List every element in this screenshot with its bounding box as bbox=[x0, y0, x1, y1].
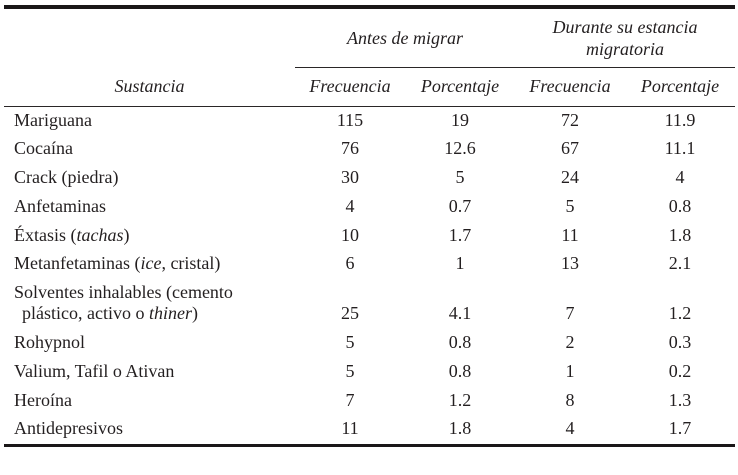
value-cell: 1 bbox=[565, 360, 575, 381]
value-cell: 0.7 bbox=[448, 195, 472, 216]
group-header-antes-de-migrar: Antes de migrar bbox=[295, 9, 515, 68]
table-header: Antes de migrar Durante su estancia migr… bbox=[4, 9, 735, 107]
column-header-row: Sustancia Frecuencia Porcentaje Frecuenc… bbox=[4, 68, 735, 107]
value-cell: 12.6 bbox=[444, 138, 476, 159]
table-row: Rohypnol 5 0.8 2 0.3 bbox=[4, 329, 735, 358]
value-cell: 72 bbox=[561, 109, 579, 130]
table-row: Mariguana 115 19 72 11.9 bbox=[4, 107, 735, 136]
column-header-sustancia: Sustancia bbox=[4, 68, 295, 107]
value-cell: 0.8 bbox=[668, 195, 692, 216]
substance-cell: Rohypnol bbox=[14, 332, 86, 353]
value-cell: 10 bbox=[341, 224, 359, 245]
value-cell: 11.1 bbox=[664, 138, 696, 159]
value-cell: 4.1 bbox=[448, 303, 472, 324]
value-cell: 0.8 bbox=[448, 332, 472, 353]
value-cell: 1.7 bbox=[448, 224, 472, 245]
group-header-durante-estancia: Durante su estancia migratoria bbox=[515, 9, 735, 68]
value-cell: 25 bbox=[341, 303, 359, 324]
value-cell: 76 bbox=[341, 138, 359, 159]
value-cell: 19 bbox=[451, 109, 469, 130]
value-cell: 11 bbox=[341, 418, 359, 439]
value-cell: 2 bbox=[565, 332, 575, 353]
table-body: Mariguana 115 19 72 11.9 Cocaína 76 12.6 67 11.1 C… bbox=[4, 107, 735, 444]
value-cell: 4 bbox=[565, 418, 575, 439]
value-cell: 0.3 bbox=[668, 332, 692, 353]
substance-cell: Valium, Tafil o Ativan bbox=[14, 360, 175, 381]
value-cell: 11.9 bbox=[664, 109, 696, 130]
value-cell: 6 bbox=[345, 253, 355, 274]
value-cell: 5 bbox=[565, 195, 575, 216]
table-row: Valium, Tafil o Ativan 5 0.8 1 0.2 bbox=[4, 358, 735, 387]
value-cell: 1.7 bbox=[668, 418, 692, 439]
table-row: Heroína 7 1.2 8 1.3 bbox=[4, 387, 735, 416]
table-row: Anfetaminas 4 0.7 5 0.8 bbox=[4, 193, 735, 222]
value-cell: 24 bbox=[561, 167, 579, 188]
value-cell: 7 bbox=[345, 389, 355, 410]
value-cell: 13 bbox=[561, 253, 579, 274]
substance-cell: Solventes inhalables (cemento plástico, … bbox=[14, 282, 233, 324]
column-header-frecuencia-antes: Frecuencia bbox=[295, 68, 405, 107]
value-cell: 4 bbox=[345, 195, 355, 216]
value-cell: 2.1 bbox=[668, 253, 692, 274]
value-cell: 1.8 bbox=[668, 224, 692, 245]
value-cell: 5 bbox=[345, 332, 355, 353]
column-header-porcentaje-antes: Porcentaje bbox=[405, 68, 515, 107]
value-cell: 67 bbox=[561, 138, 579, 159]
table-row: Metanfetaminas (ice, cristal) 6 1 13 2.1 bbox=[4, 250, 735, 279]
substance-cell: Antidepresivos bbox=[14, 418, 123, 439]
value-cell: 30 bbox=[341, 167, 359, 188]
table-row: Antidepresivos 11 1.8 4 1.7 bbox=[4, 415, 735, 444]
value-cell: 8 bbox=[565, 389, 575, 410]
value-cell: 4 bbox=[675, 167, 685, 188]
table-wrapper: Antes de migrar Durante su estancia migr… bbox=[4, 5, 735, 447]
column-header-frecuencia-durante: Frecuencia bbox=[515, 68, 625, 107]
value-cell: 1 bbox=[455, 253, 465, 274]
table-row: Éxtasis (tachas) 10 1.7 11 1.8 bbox=[4, 222, 735, 251]
table-row: Solventes inhalables (cemento plástico, … bbox=[4, 279, 735, 329]
value-cell: 1.3 bbox=[668, 389, 692, 410]
column-header-porcentaje-durante: Porcentaje bbox=[625, 68, 735, 107]
value-cell: 0.8 bbox=[448, 360, 472, 381]
substance-cell: Cocaína bbox=[14, 138, 73, 159]
value-cell: 1.8 bbox=[448, 418, 472, 439]
substance-cell: Metanfetaminas (ice, cristal) bbox=[14, 253, 221, 274]
substance-cell: Mariguana bbox=[14, 109, 92, 130]
value-cell: 11 bbox=[561, 224, 579, 245]
value-cell: 0.2 bbox=[668, 360, 692, 381]
value-cell: 5 bbox=[455, 167, 465, 188]
substance-cell: Heroína bbox=[14, 389, 72, 410]
substance-use-table: Antes de migrar Durante su estancia migr… bbox=[4, 5, 735, 447]
value-cell: 1.2 bbox=[668, 303, 692, 324]
substance-cell: Crack (piedra) bbox=[14, 167, 119, 188]
value-cell: 5 bbox=[345, 360, 355, 381]
substance-cell: Anfetaminas bbox=[14, 195, 106, 216]
table-row: Cocaína 76 12.6 67 11.1 bbox=[4, 135, 735, 164]
value-cell: 115 bbox=[336, 109, 364, 130]
group-header-row: Antes de migrar Durante su estancia migr… bbox=[4, 9, 735, 68]
table-row: Crack (piedra) 30 5 24 4 bbox=[4, 164, 735, 193]
corner-cell bbox=[4, 9, 295, 68]
value-cell: 1.2 bbox=[448, 389, 472, 410]
value-cell: 7 bbox=[565, 303, 575, 324]
substance-cell: Éxtasis (tachas) bbox=[14, 224, 130, 245]
